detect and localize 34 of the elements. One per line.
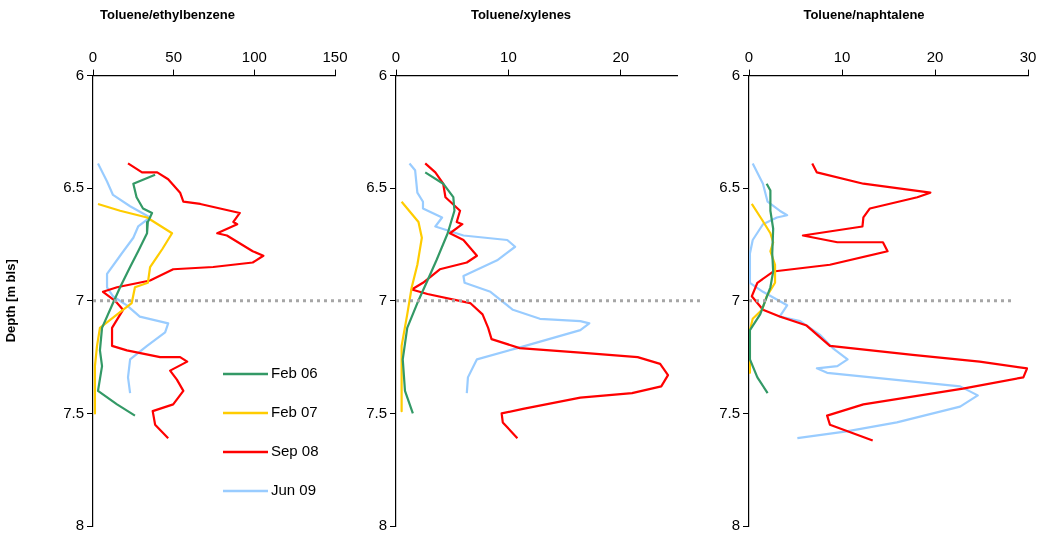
y-tick-label: 7 (75, 290, 84, 308)
chart-title: Toluene/naphtalene (803, 7, 925, 23)
chart-title: Toluene/ethylbenzene (100, 7, 235, 23)
y-tick-label: 6.5 (719, 178, 740, 196)
legend-label: Feb 07 (271, 403, 318, 421)
y-tick-label: 7.5 (719, 403, 740, 421)
y-tick-label: 6 (75, 65, 84, 83)
x-tick-label: 100 (241, 47, 267, 65)
legend-label: Jun 09 (271, 481, 317, 499)
y-tick-label: 8 (75, 516, 84, 534)
y-tick-label: 8 (378, 516, 387, 534)
legend-label: Sep 08 (271, 442, 319, 460)
y-tick-label: 7 (378, 290, 387, 308)
x-tick-label: 50 (165, 47, 183, 65)
x-tick-label: 20 (926, 47, 944, 65)
x-tick-label: 0 (88, 47, 98, 65)
y-tick-label: 6 (731, 65, 740, 83)
x-tick-label: 10 (833, 47, 851, 65)
y-axis-title: Depth [m bls] (3, 259, 19, 343)
y-tick-label: 6.5 (63, 178, 84, 196)
x-tick-label: 0 (391, 47, 401, 65)
y-tick-label: 6 (378, 65, 387, 83)
x-tick-label: 0 (744, 47, 754, 65)
y-tick-label: 7.5 (366, 403, 387, 421)
y-tick-label: 6.5 (366, 178, 387, 196)
chart-title: Toluene/xylenes (470, 7, 572, 23)
y-tick-label: 8 (731, 516, 740, 534)
x-tick-label: 20 (612, 47, 630, 65)
x-tick-label: 10 (500, 47, 517, 65)
y-tick-label: 7 (731, 290, 740, 308)
x-tick-label: 30 (1019, 47, 1037, 65)
legend-label: Feb 06 (271, 364, 318, 382)
x-tick-label: 150 (322, 47, 348, 65)
y-tick-label: 7.5 (63, 403, 84, 421)
